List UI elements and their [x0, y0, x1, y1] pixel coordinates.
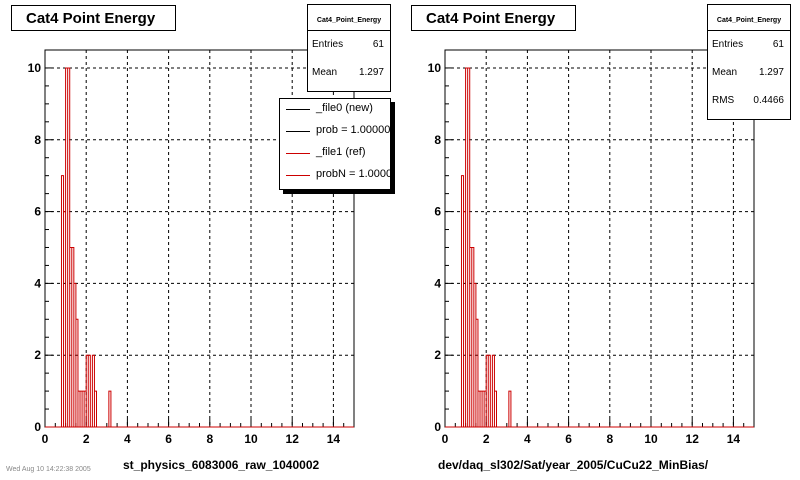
right-x-tick-label: 10	[644, 432, 658, 446]
right-y-tick-label: 2	[434, 348, 441, 362]
legend-entry-prob: prob = 1.000000	[280, 121, 390, 143]
right-title-text: Cat4 Point Energy	[426, 10, 556, 27]
left-entries-label: Entries	[312, 39, 344, 50]
legend-label-file0: _file0 (new)	[316, 102, 373, 114]
left-mean-label: Mean	[312, 67, 338, 78]
legend-swatch-prob	[286, 131, 310, 132]
left-stats-entries: Entries 61	[308, 31, 390, 59]
right-stats-entries: Entries 61	[708, 31, 790, 59]
right-y-tick-label: 0	[434, 420, 441, 434]
legend-label-probn: probN = 1.000000	[316, 168, 391, 180]
left-title-text: Cat4 Point Energy	[26, 10, 156, 27]
left-y-tick-label: 10	[28, 61, 42, 75]
left-hist-series-0	[60, 67, 112, 428]
legend-label-file1: _file1 (ref)	[316, 146, 366, 158]
right-x-tick-label: 0	[442, 432, 449, 446]
left-x-tick-label: 12	[286, 432, 300, 446]
right-plot-frame	[444, 49, 755, 428]
left-stats-box: Cat4_Point_Energy Entries 61 Mean 1.297	[307, 4, 391, 92]
right-y-tick-label: 6	[434, 205, 441, 219]
left-x-tick-label: 2	[83, 432, 90, 446]
right-x-tick-label: 6	[565, 432, 572, 446]
legend-label-prob: prob = 1.000000	[316, 124, 391, 136]
left-y-tick-label: 4	[34, 276, 41, 290]
left-entries-value: 61	[372, 39, 384, 50]
right-y-tick-label: 10	[428, 61, 442, 75]
left-mean-value: 1.297	[358, 67, 384, 78]
right-stats-box: Cat4_Point_Energy Entries 61 Mean 1.297 …	[707, 4, 791, 120]
right-x-tick-label: 4	[524, 432, 531, 446]
right-x-tick-label: 8	[606, 432, 613, 446]
left-title: Cat4 Point Energy	[11, 5, 176, 31]
right-y-tick-label: 8	[434, 133, 441, 147]
legend-entry-probn: probN = 1.000000	[280, 165, 390, 187]
legend-entry-file1: _file1 (ref)	[280, 143, 390, 165]
left-x-tick-label: 14	[327, 432, 341, 446]
right-mean-label: Mean	[712, 67, 738, 78]
right-xlabel: dev/daq_sl302/Sat/year_2005/CuCu22_MinBi…	[438, 458, 709, 472]
left-x-tick-label: 10	[244, 432, 258, 446]
left-x-tick-label: 8	[206, 432, 213, 446]
left-stats-name: Cat4_Point_Energy	[308, 5, 390, 31]
footer-timestamp: Wed Aug 10 14:22:38 2005	[6, 466, 91, 473]
legend-swatch-file1	[286, 153, 310, 154]
right-rms-label: RMS	[712, 95, 735, 106]
left-stats-mean: Mean 1.297	[308, 59, 390, 87]
right-x-tick-label: 12	[686, 432, 700, 446]
left-xlabel: st_physics_6083006_raw_1040002	[123, 458, 320, 472]
right-stats-mean: Mean 1.297	[708, 59, 790, 87]
right-rms-value: 0.4466	[753, 95, 784, 106]
right-mean-value: 1.297	[758, 67, 784, 78]
left-y-tick-label: 2	[34, 348, 41, 362]
left-x-tick-label: 6	[165, 432, 172, 446]
right-hist-series-0	[460, 67, 512, 428]
left-y-tick-label: 8	[34, 133, 41, 147]
right-entries-value: 61	[772, 39, 784, 50]
left-y-tick-label: 6	[34, 205, 41, 219]
right-x-tick-label: 2	[483, 432, 490, 446]
left-x-tick-label: 0	[42, 432, 49, 446]
left-legend: _file0 (new) prob = 1.000000 _file1 (ref…	[279, 98, 391, 190]
right-y-tick-label: 4	[434, 276, 441, 290]
right-stats-name: Cat4_Point_Energy	[708, 5, 790, 31]
left-x-tick-label: 4	[124, 432, 131, 446]
right-entries-label: Entries	[712, 39, 744, 50]
right-title: Cat4 Point Energy	[411, 5, 576, 31]
legend-swatch-file0	[286, 109, 310, 110]
left-y-tick-label: 0	[34, 420, 41, 434]
right-stats-rms: RMS 0.4466	[708, 87, 790, 115]
legend-swatch-probn	[286, 175, 310, 176]
right-x-tick-label: 14	[727, 432, 741, 446]
legend-entry-file0: _file0 (new)	[280, 99, 390, 121]
